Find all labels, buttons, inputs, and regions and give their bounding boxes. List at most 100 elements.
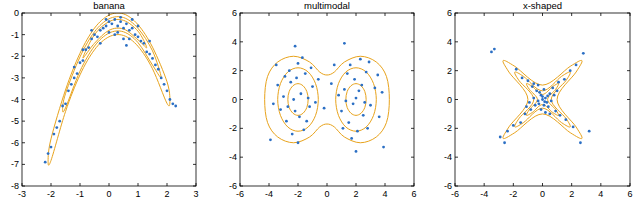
y-tick-label: -5 xyxy=(11,116,19,126)
scatter-point xyxy=(575,64,578,67)
scatter-point xyxy=(157,68,160,71)
scatter-point xyxy=(272,102,275,105)
x-tick xyxy=(385,183,386,186)
scatter-point xyxy=(269,138,272,141)
scatter-point xyxy=(535,89,538,92)
scatter-point xyxy=(366,127,369,130)
y-tick-label: -4 xyxy=(11,95,19,105)
x-tick xyxy=(414,183,415,186)
scatter-point xyxy=(540,108,543,111)
scatter-point xyxy=(119,20,122,23)
x-tick xyxy=(298,183,299,186)
x-tick xyxy=(630,13,631,16)
scatter-point xyxy=(82,48,85,51)
axes-frame xyxy=(455,13,630,186)
scatter-point xyxy=(506,130,509,133)
scatter-point xyxy=(64,102,67,105)
y-tick-label: 0 xyxy=(232,95,237,105)
scatter-point xyxy=(378,115,381,118)
scatter-point xyxy=(360,84,363,87)
scatter-point xyxy=(284,75,287,78)
scatter-point xyxy=(544,97,547,100)
scatter-point xyxy=(579,141,582,144)
x-tick-label: 3 xyxy=(193,189,198,199)
x-tick xyxy=(513,183,514,186)
y-tick xyxy=(193,99,196,100)
scatter-point xyxy=(137,25,140,28)
y-tick xyxy=(22,186,25,187)
scatter-point xyxy=(151,57,154,60)
y-tick-label: -7 xyxy=(11,159,19,169)
x-tick-label: 2 xyxy=(569,189,574,199)
x-tick-label: 2 xyxy=(353,189,358,199)
scatter-point xyxy=(499,136,502,139)
scatter-point xyxy=(154,64,157,67)
scatter-point xyxy=(301,56,304,59)
scatter-point xyxy=(53,133,56,136)
scatter-point xyxy=(116,25,119,28)
scatter-point xyxy=(148,40,151,43)
x-tick xyxy=(109,183,110,186)
y-tick xyxy=(411,41,414,42)
y-tick xyxy=(193,164,196,165)
scatter-point xyxy=(381,91,384,94)
y-tick-label: 2 xyxy=(232,66,237,76)
scatter-point xyxy=(503,141,506,144)
scatter-point xyxy=(551,87,554,90)
figure: -3-2-10123-8-7-6-5-4-3-2-10banana-6-4-20… xyxy=(0,0,640,208)
scatter-point xyxy=(145,51,148,54)
y-tick xyxy=(193,13,196,14)
contour-line xyxy=(515,72,571,127)
scatter-point xyxy=(314,101,317,104)
x-tick xyxy=(327,13,328,16)
y-tick xyxy=(22,34,25,35)
scatter-point xyxy=(160,76,163,79)
y-tick-label: 4 xyxy=(447,37,452,47)
scatter-point xyxy=(113,33,116,36)
y-tick-label: 0 xyxy=(447,95,452,105)
scatter-point xyxy=(171,102,174,105)
scatter-point xyxy=(166,89,169,92)
x-tick xyxy=(22,13,23,16)
x-tick xyxy=(240,183,241,186)
y-tick xyxy=(411,13,414,14)
scatter-point xyxy=(90,38,93,41)
y-tick xyxy=(455,157,458,158)
y-tick-label: 2 xyxy=(447,66,452,76)
scatter-point xyxy=(346,72,349,75)
scatter-point xyxy=(61,105,64,108)
x-tick xyxy=(109,13,110,16)
scatter-point xyxy=(343,88,346,91)
scatter-point xyxy=(297,141,300,144)
contour-line xyxy=(503,60,582,138)
scatter-point xyxy=(90,29,93,32)
scatter-point xyxy=(521,76,524,79)
scatter-point xyxy=(543,100,546,103)
contour-line xyxy=(526,84,558,116)
scatter-point xyxy=(559,114,562,117)
scatter-point xyxy=(305,120,308,123)
y-tick xyxy=(411,157,414,158)
y-tick xyxy=(193,77,196,78)
scatter-point xyxy=(82,59,85,62)
y-tick xyxy=(411,99,414,100)
x-tick xyxy=(385,13,386,16)
y-tick-label: 6 xyxy=(232,8,237,18)
scatter-point xyxy=(569,69,572,72)
chart-title: x-shaped xyxy=(523,0,562,11)
x-tick xyxy=(51,183,52,186)
scatter-point xyxy=(537,100,540,103)
scatter-point xyxy=(108,31,111,34)
x-tick xyxy=(269,13,270,16)
y-tick xyxy=(627,186,630,187)
x-tick xyxy=(167,13,168,16)
scatter-point xyxy=(131,18,134,21)
scatter-point xyxy=(137,35,140,38)
scatter-point xyxy=(541,98,544,101)
x-tick xyxy=(484,183,485,186)
x-tick xyxy=(167,183,168,186)
scatter-point xyxy=(554,110,557,113)
scatter-point xyxy=(308,105,311,108)
contour-line xyxy=(265,56,390,143)
y-tick xyxy=(193,34,196,35)
